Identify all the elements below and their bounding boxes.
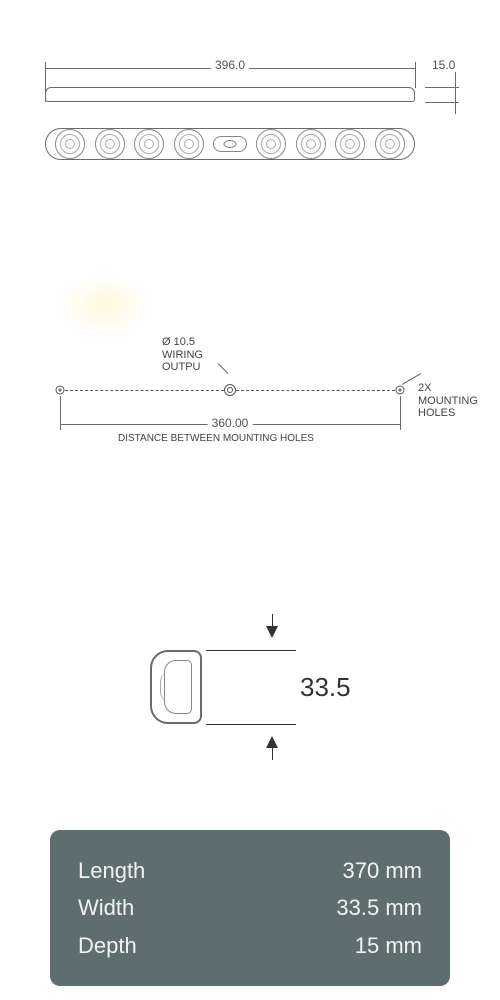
led-icon	[256, 129, 286, 159]
wiring-callout-text: Ø 10.5 WIRING OUTPU	[162, 336, 203, 374]
mount-distance-label: DISTANCE BETWEEN MOUNTING HOLES	[118, 433, 314, 445]
top-view-section: 396.0 15.0	[0, 50, 500, 170]
side-profile-bar	[45, 87, 415, 102]
cs-dim-bot	[206, 724, 296, 725]
holes-count-label: 2X	[418, 382, 478, 395]
led-icon	[55, 129, 85, 159]
spec-label: Length	[78, 852, 145, 889]
led-icon	[375, 129, 405, 159]
spec-label: Width	[78, 889, 134, 926]
end-cross-section-icon	[150, 650, 202, 724]
spec-value: 15 mm	[355, 927, 422, 964]
depth-tick-top	[425, 87, 459, 88]
depth-tick-bot	[425, 102, 459, 103]
wiring-diameter-label: Ø 10.5	[162, 336, 203, 349]
cross-section-height-label: 33.5	[300, 672, 351, 703]
dim-tick-right	[415, 62, 416, 88]
arrow-stem-bot	[272, 742, 273, 760]
led-icon	[95, 129, 125, 159]
mount-dim-tick-r	[400, 396, 401, 430]
spec-value: 33.5 mm	[336, 889, 422, 926]
led-icon	[134, 129, 164, 159]
cross-section-area: 33.5	[0, 620, 500, 770]
wiring-label-3: OUTPU	[162, 361, 203, 374]
spec-row-width: Width 33.5 mm	[78, 889, 422, 926]
spec-value: 370 mm	[343, 852, 422, 889]
cs-dim-top	[206, 650, 296, 651]
mount-distance-value: 360.00	[208, 416, 253, 430]
length-dim-label: 396.0	[211, 58, 249, 72]
led-icon	[296, 129, 326, 159]
mounting-hole-icon	[396, 386, 405, 395]
depth-vert	[455, 72, 456, 114]
spec-row-depth: Depth 15 mm	[78, 927, 422, 964]
mounting-hole-icon	[56, 386, 65, 395]
wiring-output-hole-icon	[224, 384, 236, 396]
wiring-callout-line	[218, 363, 229, 374]
holes-label-3: HOLES	[418, 407, 478, 420]
spec-row-length: Length 370 mm	[78, 852, 422, 889]
holes-callout-text: 2X MOUNTING HOLES	[418, 382, 478, 420]
front-view-bar	[45, 128, 415, 160]
wiring-label-2: WIRING	[162, 349, 203, 362]
spec-box: Length 370 mm Width 33.5 mm Depth 15 mm	[50, 830, 450, 986]
spec-label: Depth	[78, 927, 137, 964]
mounting-section: Ø 10.5 WIRING OUTPU 2X MOUNTING HOLES 36…	[0, 320, 500, 480]
led-icon	[335, 129, 365, 159]
holes-label-2: MOUNTING	[418, 395, 478, 408]
led-icon	[174, 129, 204, 159]
arrow-stem-top	[272, 614, 273, 632]
center-badge-icon	[213, 136, 247, 152]
depth-dim-label: 15.0	[432, 58, 455, 72]
